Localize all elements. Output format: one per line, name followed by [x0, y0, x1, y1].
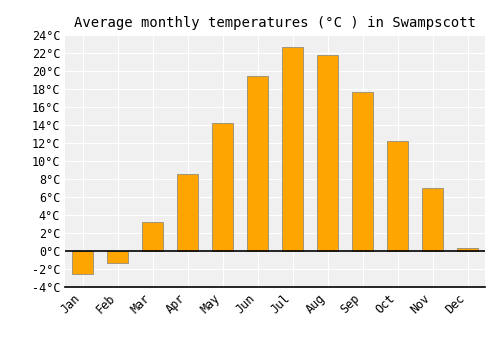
Bar	[352, 92, 373, 251]
Bar	[457, 248, 478, 251]
Title: Average monthly temperatures (°C ) in Swampscott: Average monthly temperatures (°C ) in Sw…	[74, 16, 476, 30]
Bar	[72, 251, 93, 273]
Bar	[282, 47, 303, 251]
Bar	[142, 222, 163, 251]
Bar	[107, 251, 128, 263]
Bar	[177, 174, 198, 251]
Bar	[422, 188, 443, 251]
Bar	[247, 76, 268, 251]
Bar	[317, 55, 338, 251]
Bar	[212, 123, 233, 251]
Bar	[387, 141, 408, 251]
